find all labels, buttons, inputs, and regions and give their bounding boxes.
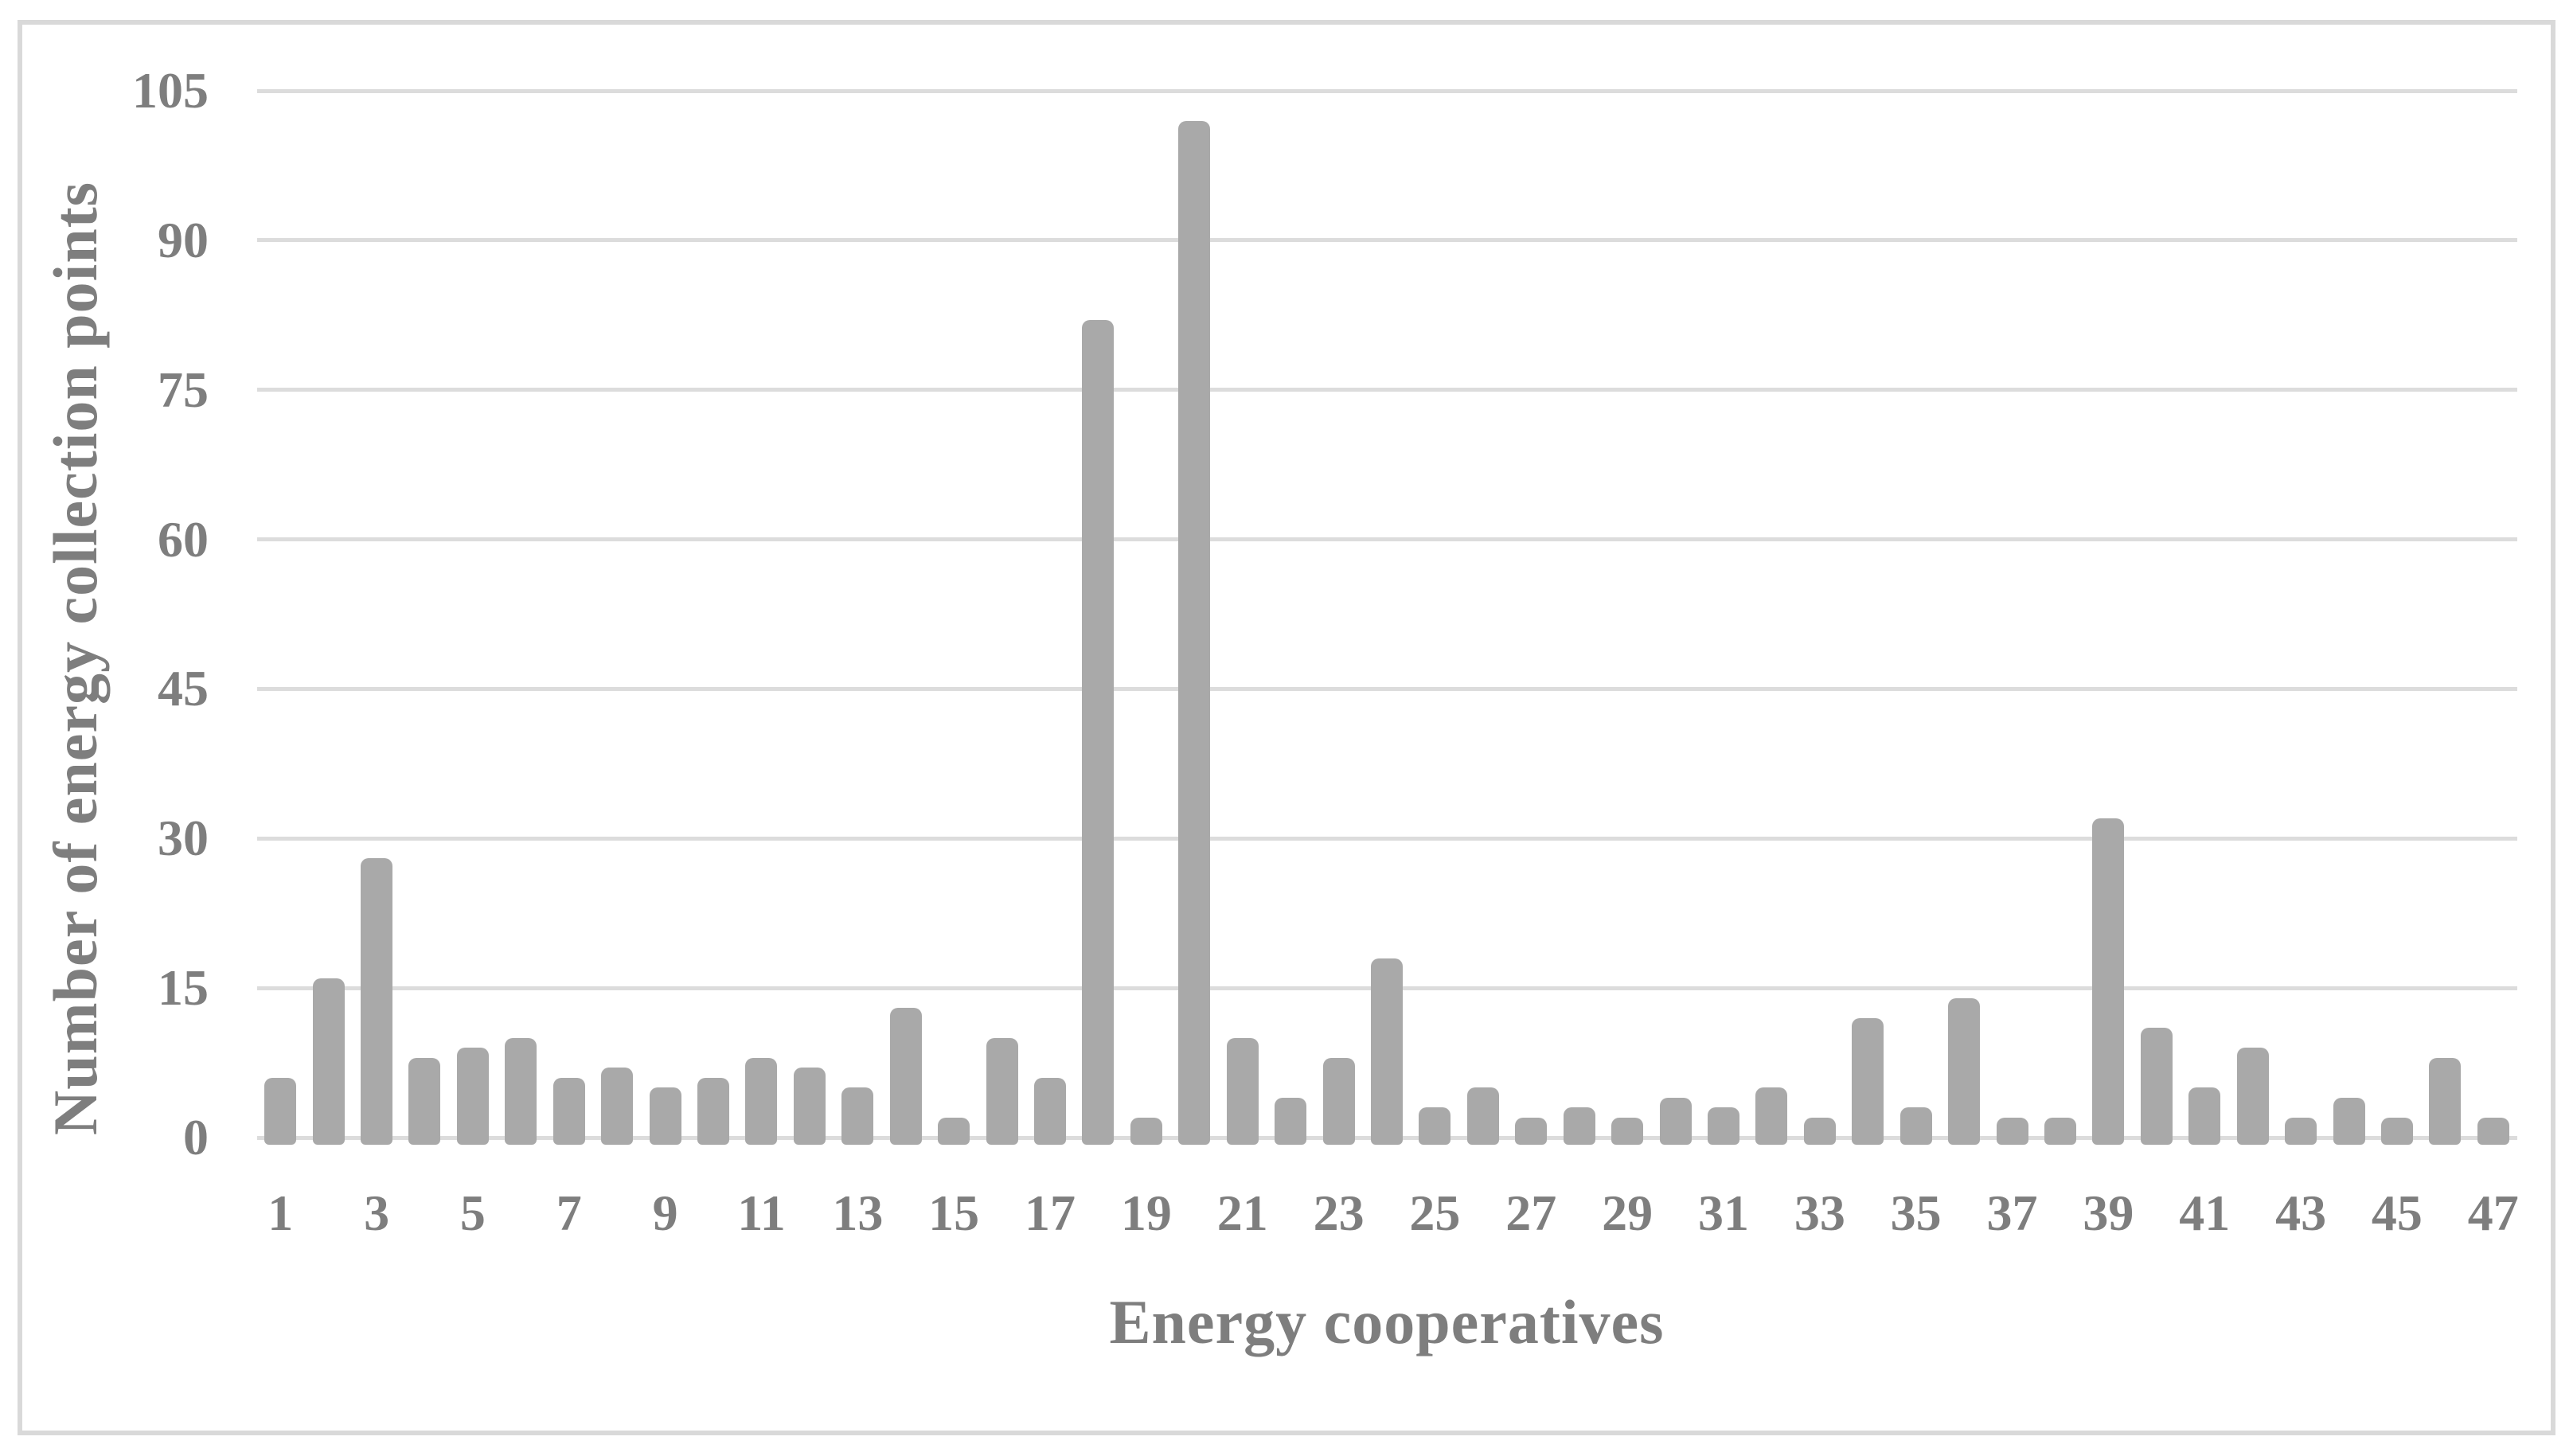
bar-6 [505, 1037, 537, 1145]
bar-33 [1803, 1117, 1836, 1145]
bar-5 [456, 1048, 489, 1145]
bar-32 [1755, 1087, 1788, 1145]
bar-38 [2044, 1117, 2076, 1145]
bar-35 [1899, 1107, 1932, 1145]
x-tick-label-21: 21 [1216, 1185, 1268, 1241]
x-tick-label-33: 33 [1794, 1185, 1845, 1241]
x-tick-label-11: 11 [737, 1185, 786, 1241]
x-tick-label-23: 23 [1313, 1185, 1365, 1241]
x-tick-label-19: 19 [1120, 1185, 1172, 1241]
bar-20 [1178, 120, 1211, 1145]
bar-3 [361, 858, 393, 1145]
bar-7 [552, 1077, 585, 1145]
bar-44 [2333, 1097, 2365, 1145]
bar-23 [1322, 1057, 1355, 1145]
x-tick-label-31: 31 [1697, 1185, 1749, 1241]
y-tick-label-105: 105 [132, 62, 209, 119]
bar-13 [841, 1087, 874, 1145]
gridline-60 [257, 537, 2517, 542]
bar-45 [2380, 1117, 2413, 1145]
bar-19 [1130, 1117, 1162, 1145]
bar-36 [1948, 997, 1981, 1145]
x-tick-label-47: 47 [2467, 1185, 2519, 1241]
x-tick-label-45: 45 [2371, 1185, 2423, 1241]
bar-18 [1082, 320, 1115, 1145]
bar-24 [1371, 958, 1403, 1145]
bar-17 [1034, 1077, 1067, 1145]
y-tick-label-45: 45 [158, 660, 209, 717]
bar-16 [986, 1037, 1018, 1145]
bar-47 [2477, 1117, 2509, 1145]
x-tick-label-37: 37 [1986, 1185, 2038, 1241]
y-tick-label-75: 75 [158, 361, 209, 418]
bar-9 [649, 1087, 681, 1145]
bar-41 [2188, 1087, 2221, 1145]
bar-43 [2285, 1117, 2317, 1145]
x-tick-label-29: 29 [1602, 1185, 1654, 1241]
bar-15 [938, 1117, 970, 1145]
gridline-105 [257, 88, 2517, 93]
x-tick-label-39: 39 [2083, 1185, 2134, 1241]
y-tick-label-15: 15 [158, 959, 209, 1017]
bar-12 [793, 1068, 826, 1145]
gridline-75 [257, 388, 2517, 392]
y-tick-label-90: 90 [158, 211, 209, 268]
bar-10 [697, 1077, 730, 1145]
y-tick-label-30: 30 [158, 810, 209, 867]
x-tick-label-13: 13 [832, 1185, 884, 1241]
x-tick-label-17: 17 [1025, 1185, 1076, 1241]
gridline-90 [257, 238, 2517, 243]
x-tick-label-5: 5 [459, 1185, 486, 1241]
bar-29 [1611, 1117, 1644, 1145]
gridline-45 [257, 686, 2517, 691]
x-tick-label-1: 1 [267, 1185, 294, 1241]
x-tick-label-41: 41 [2179, 1185, 2231, 1241]
x-axis-title: Energy cooperatives [1109, 1287, 1665, 1356]
bar-4 [408, 1057, 441, 1145]
bar-28 [1563, 1107, 1595, 1145]
bar-40 [2140, 1028, 2173, 1145]
bar-22 [1275, 1097, 1307, 1145]
bar-2 [312, 978, 345, 1145]
bar-46 [2429, 1057, 2462, 1145]
bar-34 [1852, 1017, 1884, 1145]
bar-37 [1996, 1117, 2028, 1145]
bar-8 [601, 1068, 634, 1145]
x-tick-label-43: 43 [2275, 1185, 2327, 1241]
x-tick-label-35: 35 [1890, 1185, 1942, 1241]
bar-1 [264, 1077, 297, 1145]
bar-27 [1515, 1117, 1548, 1145]
gridline-30 [257, 836, 2517, 841]
y-tick-label-0: 0 [183, 1109, 209, 1165]
bar-21 [1226, 1037, 1259, 1145]
bar-39 [2092, 818, 2125, 1145]
bar-30 [1659, 1097, 1692, 1145]
bar-31 [1707, 1107, 1739, 1145]
x-tick-label-9: 9 [652, 1185, 678, 1241]
bar-25 [1419, 1107, 1451, 1145]
x-tick-label-3: 3 [364, 1185, 390, 1241]
bar-14 [889, 1008, 922, 1145]
x-tick-label-7: 7 [556, 1185, 582, 1241]
bar-11 [745, 1057, 778, 1145]
x-tick-label-25: 25 [1409, 1185, 1461, 1241]
bar-42 [2236, 1048, 2269, 1145]
x-tick-label-15: 15 [928, 1185, 980, 1241]
x-tick-label-27: 27 [1505, 1185, 1557, 1241]
bar-26 [1466, 1087, 1499, 1145]
y-tick-label-60: 60 [158, 510, 209, 568]
